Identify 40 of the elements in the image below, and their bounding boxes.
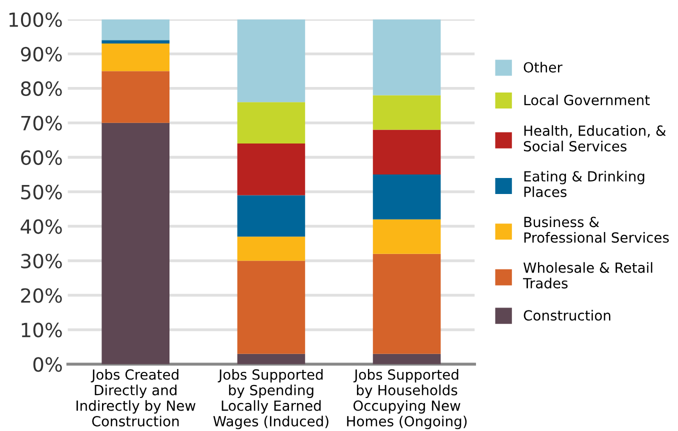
legend-label: Local Government [524, 94, 650, 106]
legend-label: Other [524, 62, 562, 73]
bar [102, 19, 170, 40]
legend-label: Wholesale & Retail Trades [522, 262, 652, 288]
y-tick-label: 40% [20, 219, 62, 234]
legend-label: Eating & Drinking Places [524, 170, 644, 198]
bar [372, 95, 441, 130]
bar [372, 219, 441, 254]
bar [102, 44, 170, 72]
bar [372, 19, 441, 96]
y-tick-label: 0% [33, 357, 62, 372]
bar [237, 260, 306, 354]
y-tick-label: 30% [21, 254, 62, 268]
bar [372, 354, 441, 364]
bar [102, 71, 170, 123]
bar [237, 354, 306, 364]
x-tick-label: Jobs Created Directly and Indirectly by New Construction [76, 369, 196, 426]
bar [237, 236, 306, 261]
bar [372, 254, 441, 354]
legend-label: Construction [524, 310, 610, 321]
y-tick-label: 50% [21, 184, 62, 200]
y-tick-label: 70% [21, 116, 62, 130]
bar [372, 130, 441, 175]
legend-label: Health, Education, & Social Services [524, 125, 666, 152]
bar [372, 174, 441, 220]
y-tick-label: 10% [22, 322, 62, 338]
y-tick-label: 60% [21, 150, 62, 165]
bar [102, 122, 170, 364]
y-tick-label: 90% [20, 46, 62, 62]
bar [102, 40, 170, 44]
y-tick-label: 20% [21, 288, 62, 303]
bar [237, 102, 306, 144]
x-tick-label: Jobs Supported by Households Occupying New Homes (Ongoing) [347, 369, 467, 430]
bar [237, 195, 306, 237]
bar [237, 19, 306, 102]
legend-label: Business & Professional Services [524, 216, 669, 243]
y-tick-label: 80% [21, 81, 62, 96]
x-tick-label: Jobs Supported by Spending Locally Earned Wages (Induced) [213, 369, 328, 430]
y-tick-label: 100% [9, 12, 62, 28]
bar [237, 144, 306, 196]
